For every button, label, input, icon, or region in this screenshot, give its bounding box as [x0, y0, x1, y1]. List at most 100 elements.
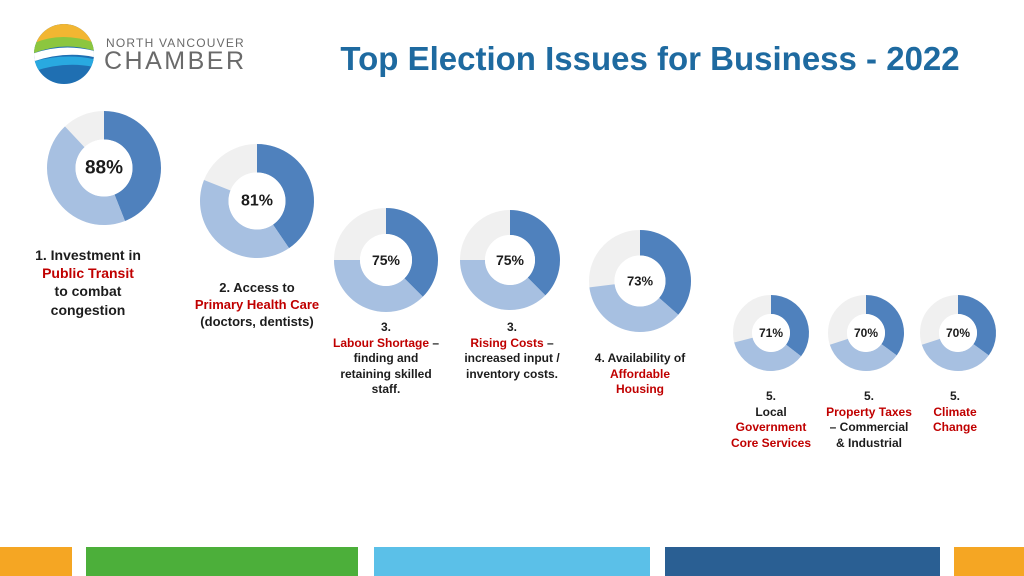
- caption-highlight: Housing: [616, 382, 664, 397]
- caption-line: Labour Shortage –: [311, 336, 461, 352]
- caption-line: & Industrial: [804, 436, 934, 452]
- donut-value-label: 70%: [854, 326, 878, 340]
- caption-line: to combat: [13, 282, 163, 300]
- donut-hole: [228, 172, 286, 230]
- caption-line: congestion: [13, 301, 163, 319]
- donut-value-arc: [257, 144, 315, 249]
- caption-line: Core Services: [711, 436, 831, 452]
- donut-value-arc: [640, 230, 692, 315]
- donut-5: 73%: [589, 230, 692, 332]
- caption-text: 5.: [949, 389, 960, 403]
- caption-highlight: Labour Shortage: [332, 335, 429, 350]
- donut-value-arc-light: [589, 284, 679, 332]
- caption-line: staff.: [311, 382, 461, 398]
- chamber-logo: NORTH VANCOUVER CHAMBER: [32, 22, 245, 86]
- org-name-line2: CHAMBER: [104, 47, 247, 75]
- caption-text: (doctors, dentists): [200, 313, 314, 329]
- caption-line: 3.: [437, 320, 587, 336]
- issue-caption-8: 5. Climate Change: [910, 389, 1000, 436]
- donut-hole: [614, 255, 666, 307]
- issue-caption-3: 3. Labour Shortage – finding and retaining …: [311, 320, 461, 398]
- caption-line: 5.: [910, 389, 1000, 405]
- issue-caption-1: 1. Investment in Public Transit to combat c…: [13, 246, 163, 319]
- caption-text: & Industrial: [835, 435, 902, 450]
- donut-value-arc-light: [829, 338, 897, 371]
- caption-line: Affordable: [565, 367, 715, 383]
- footer-bar-light-blue: [374, 547, 650, 576]
- donut-value-arc: [958, 295, 997, 356]
- page-title: Top Election Issues for Business - 2022: [340, 40, 960, 77]
- footer-bar-orange-right: [954, 547, 1024, 576]
- caption-highlight: Change: [932, 420, 977, 435]
- caption-text: 1. Investment in: [35, 247, 141, 263]
- org-name-line1: NORTH VANCOUVER: [106, 36, 245, 50]
- caption-text: retaining skilled: [340, 366, 432, 381]
- caption-line: 3.: [311, 320, 461, 336]
- donut-value-arc-light: [334, 260, 423, 313]
- caption-line: 4. Availability of: [565, 351, 715, 367]
- donut-2: 81%: [200, 144, 315, 258]
- donut-value-arc-light: [460, 260, 546, 311]
- caption-text: 4. Availability of: [594, 351, 686, 365]
- caption-line: Change: [910, 420, 1000, 436]
- caption-line: Local: [711, 405, 831, 421]
- donut-value-arc-light: [47, 126, 125, 225]
- donut-value-label: 73%: [627, 274, 653, 289]
- caption-text: 3.: [506, 320, 517, 334]
- donut-hole: [752, 314, 790, 352]
- caption-highlight: Affordable: [610, 366, 670, 381]
- donut-hole: [939, 314, 977, 352]
- donut-value-label: 71%: [759, 326, 783, 340]
- footer-bar-green: [86, 547, 358, 576]
- caption-text: 5.: [765, 389, 776, 403]
- caption-highlight: Rising Costs: [470, 335, 544, 350]
- caption-line: Rising Costs –: [437, 336, 587, 352]
- caption-line: Climate: [910, 405, 1000, 421]
- caption-line: Public Transit: [13, 264, 163, 282]
- caption-text: –: [429, 335, 440, 350]
- caption-text: – Commercial: [829, 420, 909, 435]
- caption-line: inventory costs.: [437, 367, 587, 383]
- issue-caption-5: 4. Availability of Affordable Housing: [565, 351, 715, 398]
- caption-text: increased input /: [464, 351, 560, 366]
- caption-text: inventory costs.: [465, 366, 559, 381]
- caption-text: 5.: [863, 389, 874, 403]
- caption-text: –: [543, 335, 554, 350]
- donut-hole: [360, 234, 412, 286]
- donut-value-label: 70%: [946, 326, 970, 340]
- caption-line: Primary Health Care: [172, 297, 342, 314]
- caption-line: 2. Access to: [172, 280, 342, 297]
- donut-hole: [847, 314, 885, 352]
- caption-line: Property Taxes: [804, 405, 934, 421]
- caption-line: increased input /: [437, 351, 587, 367]
- caption-highlight: Climate: [933, 404, 977, 419]
- caption-highlight: Public Transit: [42, 265, 134, 282]
- caption-line: retaining skilled: [311, 367, 461, 383]
- caption-text: 2. Access to: [219, 280, 295, 295]
- caption-highlight: Property Taxes: [826, 404, 912, 419]
- caption-line: 5.: [804, 389, 934, 405]
- footer-bar-orange: [0, 547, 72, 576]
- issue-caption-2: 2. Access to Primary Health Care (doctors,…: [172, 280, 342, 331]
- donut-value-label: 88%: [85, 158, 123, 179]
- donut-value-label: 81%: [241, 193, 273, 210]
- caption-line: – Commercial: [804, 420, 934, 436]
- caption-highlight: Government: [735, 420, 807, 435]
- donut-hole: [75, 139, 133, 197]
- donut-value-arc-light: [921, 338, 989, 371]
- donut-value-arc: [510, 210, 560, 296]
- donut-8: 70%: [920, 295, 997, 371]
- caption-line: Government: [711, 420, 831, 436]
- donut-value-arc-light: [734, 337, 802, 371]
- donut-7: 70%: [828, 295, 905, 371]
- donut-value-label: 75%: [372, 252, 401, 268]
- donut-value-arc-light: [200, 180, 290, 258]
- caption-text: Local: [755, 404, 787, 419]
- caption-line: Housing: [565, 382, 715, 398]
- caption-text: 3.: [380, 320, 391, 334]
- caption-text: congestion: [50, 301, 126, 318]
- caption-line: 5.: [711, 389, 831, 405]
- caption-text: staff.: [371, 382, 401, 397]
- issue-caption-6: 5. Local Government Core Services: [711, 389, 831, 451]
- donut-value-arc: [104, 111, 161, 221]
